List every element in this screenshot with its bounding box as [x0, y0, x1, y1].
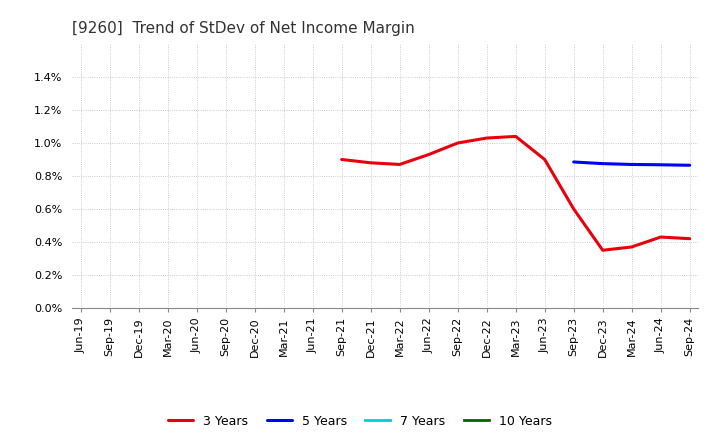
5 Years: [657, 162, 665, 167]
3 Years: [570, 206, 578, 212]
3 Years: [395, 162, 404, 167]
Text: [9260]  Trend of StDev of Net Income Margin: [9260] Trend of StDev of Net Income Marg…: [72, 21, 415, 36]
3 Years: [366, 160, 375, 165]
3 Years: [482, 136, 491, 141]
3 Years: [685, 236, 694, 241]
Line: 3 Years: 3 Years: [342, 136, 690, 250]
Legend: 3 Years, 5 Years, 7 Years, 10 Years: 3 Years, 5 Years, 7 Years, 10 Years: [161, 408, 559, 434]
3 Years: [541, 157, 549, 162]
3 Years: [657, 235, 665, 240]
3 Years: [454, 140, 462, 146]
5 Years: [685, 163, 694, 168]
5 Years: [627, 162, 636, 167]
3 Years: [511, 134, 520, 139]
3 Years: [627, 244, 636, 249]
3 Years: [338, 157, 346, 162]
5 Years: [570, 159, 578, 165]
Line: 5 Years: 5 Years: [574, 162, 690, 165]
3 Years: [598, 248, 607, 253]
3 Years: [424, 152, 433, 157]
5 Years: [598, 161, 607, 166]
